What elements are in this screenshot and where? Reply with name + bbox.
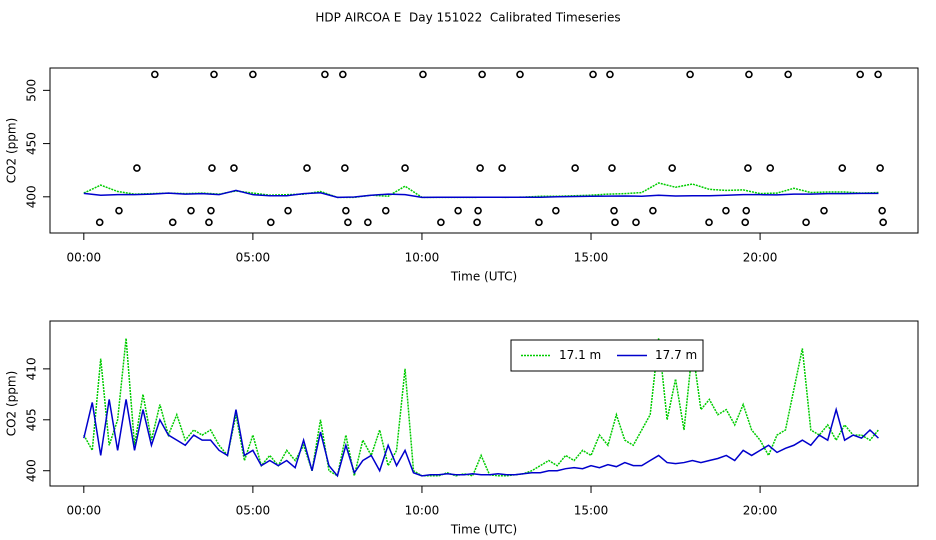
x-tick-label: 05:00 (236, 251, 271, 265)
marker (381, 206, 390, 215)
marker (879, 218, 887, 227)
marker (498, 164, 506, 172)
series-line (83, 399, 879, 478)
marker (476, 164, 484, 172)
marker (632, 218, 640, 227)
marker (742, 206, 751, 215)
marker (342, 206, 350, 215)
plot-frame (49, 320, 919, 487)
marker (686, 70, 694, 79)
marker (205, 218, 213, 227)
y-tick-label: 410 (25, 357, 39, 380)
x-tick-label: 05:00 (236, 504, 271, 518)
marker (571, 164, 579, 172)
marker (95, 218, 104, 227)
series-line (83, 189, 879, 199)
marker (267, 218, 275, 227)
marker (115, 206, 123, 215)
marker (341, 164, 349, 172)
marker (344, 218, 352, 227)
x-axis-label: Time (UTC) (450, 523, 517, 537)
marker (187, 206, 195, 215)
x-axis-label: Time (UTC) (450, 270, 517, 284)
marker (820, 206, 828, 215)
marker (649, 206, 657, 215)
x-tick-label: 10:00 (405, 504, 440, 518)
marker (668, 164, 676, 172)
marker (473, 218, 481, 227)
marker (722, 206, 730, 215)
legend-label: 17.7 m (655, 348, 697, 362)
legend-label: 17.1 m (559, 348, 601, 362)
marker (878, 206, 886, 215)
marker (705, 218, 713, 227)
marker (876, 164, 884, 172)
marker (401, 164, 409, 172)
marker (766, 164, 775, 172)
marker (419, 70, 427, 79)
marker (552, 206, 560, 215)
marker (745, 70, 753, 79)
y-axis-label: CO2 (ppm) (5, 371, 19, 437)
x-tick-label: 10:00 (405, 251, 440, 265)
y-tick-label: 405 (25, 408, 39, 431)
x-tick-label: 00:00 (67, 504, 102, 518)
series-line (83, 338, 880, 477)
marker (784, 70, 792, 79)
x-tick-label: 20:00 (743, 251, 778, 265)
marker (303, 164, 311, 172)
marker (207, 206, 215, 215)
x-tick-label: 15:00 (574, 251, 609, 265)
marker (321, 70, 329, 79)
marker (133, 164, 141, 172)
y-tick-label: 500 (25, 79, 39, 102)
x-tick-label: 00:00 (67, 251, 102, 265)
marker (284, 206, 292, 215)
marker (874, 70, 882, 79)
marker (516, 70, 524, 79)
marker (249, 70, 257, 79)
chart-title: HDP AIRCOA E Day 151022 Calibrated Times… (315, 11, 620, 25)
marker (802, 218, 810, 227)
y-axis-label: CO2 (ppm) (5, 118, 19, 184)
marker (838, 164, 847, 172)
marker (741, 218, 750, 227)
marker (474, 206, 482, 215)
marker (611, 218, 619, 227)
marker (339, 70, 347, 79)
marker (454, 206, 462, 215)
x-tick-label: 20:00 (743, 504, 778, 518)
marker (606, 70, 614, 79)
marker (535, 218, 543, 227)
marker (610, 206, 618, 215)
marker (210, 70, 218, 79)
marker (744, 164, 752, 172)
marker (230, 164, 238, 172)
marker (478, 70, 486, 79)
marker (437, 218, 445, 227)
marker (856, 70, 864, 79)
plot-frame (49, 67, 919, 234)
x-tick-label: 15:00 (574, 504, 609, 518)
marker (151, 70, 159, 79)
y-tick-label: 400 (25, 459, 39, 482)
marker (589, 70, 597, 79)
marker (168, 218, 177, 227)
marker (364, 218, 372, 227)
marker (208, 164, 216, 172)
y-tick-label: 400 (25, 185, 39, 208)
y-tick-label: 450 (25, 132, 39, 155)
marker (608, 164, 616, 172)
